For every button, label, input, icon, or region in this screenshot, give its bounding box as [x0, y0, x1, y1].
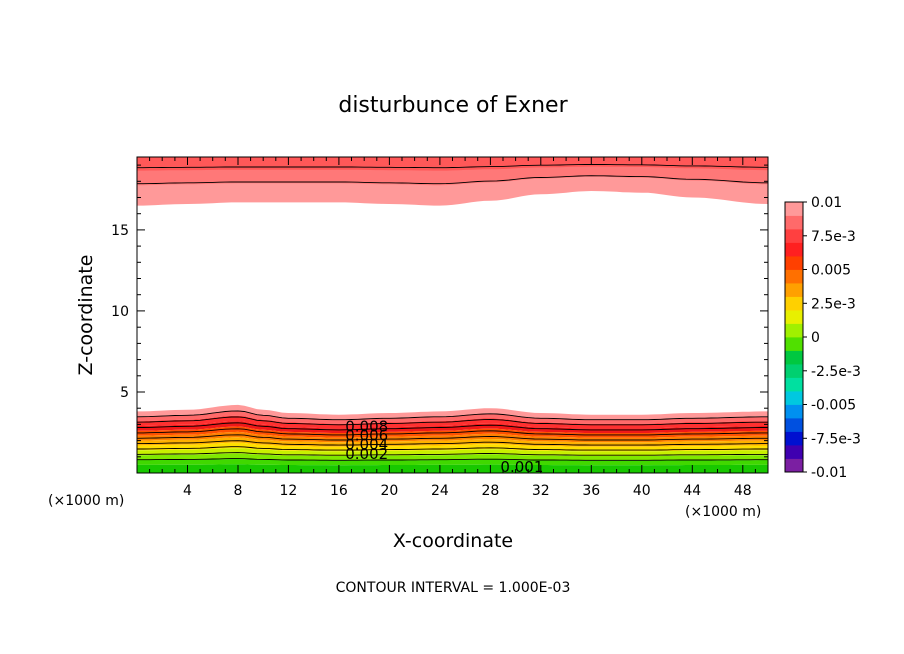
contour-label: 0.002 [345, 445, 388, 463]
contour-label: 0.006 [345, 427, 388, 445]
bottom-band-9 [137, 453, 768, 461]
x-tick-label: 32 [532, 483, 550, 499]
contour-line-bottom-6 [137, 440, 768, 446]
contour-label: 0.004 [345, 436, 388, 454]
colorbar-label: -7.5e-3 [811, 431, 861, 447]
x-axis-label: X-coordinate [393, 530, 513, 552]
bottom-band-8 [137, 448, 768, 456]
contour-line-bottom-8 [137, 452, 768, 456]
contour-line-bottom-2 [137, 416, 768, 426]
contour-interval-note: CONTOUR INTERVAL = 1.000E-03 [336, 580, 571, 596]
colorbar-swatch [785, 350, 803, 365]
contour-line-bottom-5 [137, 434, 768, 441]
colorbar-swatch [785, 364, 803, 378]
y-axis-label: Z-coordinate [75, 255, 97, 376]
colorbar-swatch [785, 337, 803, 351]
x-tick-label: 28 [481, 483, 499, 499]
contour-line-bottom-7 [137, 446, 768, 451]
x-tick-label: 24 [431, 483, 449, 499]
plot-area [137, 157, 768, 473]
colorbar-swatch [785, 431, 803, 446]
colorbar-label: 0.005 [811, 263, 851, 279]
bottom-band-1 [137, 410, 768, 424]
x-axis-ticks: 4 8 12 16 20 24 28 32 36 40 44 48 [149, 157, 756, 499]
colorbar-swatch [785, 391, 803, 405]
contour-lines [137, 164, 768, 461]
contour-line-top-1 [137, 164, 768, 169]
contour-line-bottom-3 [137, 422, 768, 431]
y-axis-ticks: 5 10 15 [111, 164, 768, 458]
bottom-band-11 [137, 464, 768, 473]
colorbar-swatch [785, 323, 803, 338]
colorbar-label: 7.5e-3 [811, 229, 856, 245]
colorbar-swatch [785, 310, 803, 324]
colorbar-swatch [785, 445, 803, 459]
colorbar-label: -0.005 [811, 398, 856, 414]
chart-title: disturbunce of Exner [338, 93, 568, 118]
bottom-contour-layer [137, 404, 768, 473]
colorbar-swatch [785, 296, 803, 311]
x-tick-label: 12 [279, 483, 297, 499]
colorbar-labels: 0.01 7.5e-3 0.005 2.5e-3 0 -2.5e-3 -0.005 -7.5e… [803, 195, 861, 481]
x-tick-label: 16 [330, 483, 348, 499]
colorbar-label: 0.01 [811, 195, 842, 211]
colorbar-swatch [785, 215, 803, 230]
x-tick-label: 40 [633, 483, 651, 499]
colorbar [784, 201, 804, 473]
contour-line-bottom-4 [137, 428, 768, 436]
colorbar-swatch [785, 458, 803, 473]
x-tick-label: 36 [582, 483, 600, 499]
x-tick-label: 8 [234, 483, 243, 499]
y-tick-label: 15 [111, 223, 129, 239]
colorbar-swatch [785, 269, 803, 284]
colorbar-swatch [785, 229, 803, 243]
colorbar-swatch [785, 418, 803, 432]
x-unit-left: (×1000 m) [48, 493, 124, 509]
top-contour-layer [137, 157, 768, 206]
contour-line-bottom-1 [137, 410, 768, 421]
x-tick-label: 48 [734, 483, 752, 499]
x-unit-right: (×1000 m) [685, 504, 761, 520]
y-tick-label: 5 [120, 385, 129, 401]
y-tick-label: 10 [111, 304, 129, 320]
bottom-band-10 [137, 459, 768, 466]
colorbar-label: 2.5e-3 [811, 296, 856, 312]
colorbar-swatch [785, 242, 803, 257]
bottom-band-0 [137, 404, 768, 420]
colorbar-swatch [785, 202, 803, 216]
colorbar-swatch [785, 256, 803, 270]
colorbar-swatch [785, 283, 803, 297]
colorbar-swatch [785, 404, 803, 419]
contour-label: 0.001 [500, 458, 543, 476]
colorbar-label: 0 [811, 330, 820, 346]
contour-label: 0.008 [345, 418, 388, 436]
colorbar-label: -2.5e-3 [811, 364, 861, 380]
x-tick-label: 44 [683, 483, 701, 499]
colorbar-swatch [785, 377, 803, 392]
contour-line-bottom-9 [137, 458, 768, 461]
colorbar-label: -0.01 [811, 465, 847, 481]
x-tick-label: 4 [183, 483, 192, 499]
x-tick-label: 20 [380, 483, 398, 499]
contour-line-top-0 [137, 175, 768, 185]
